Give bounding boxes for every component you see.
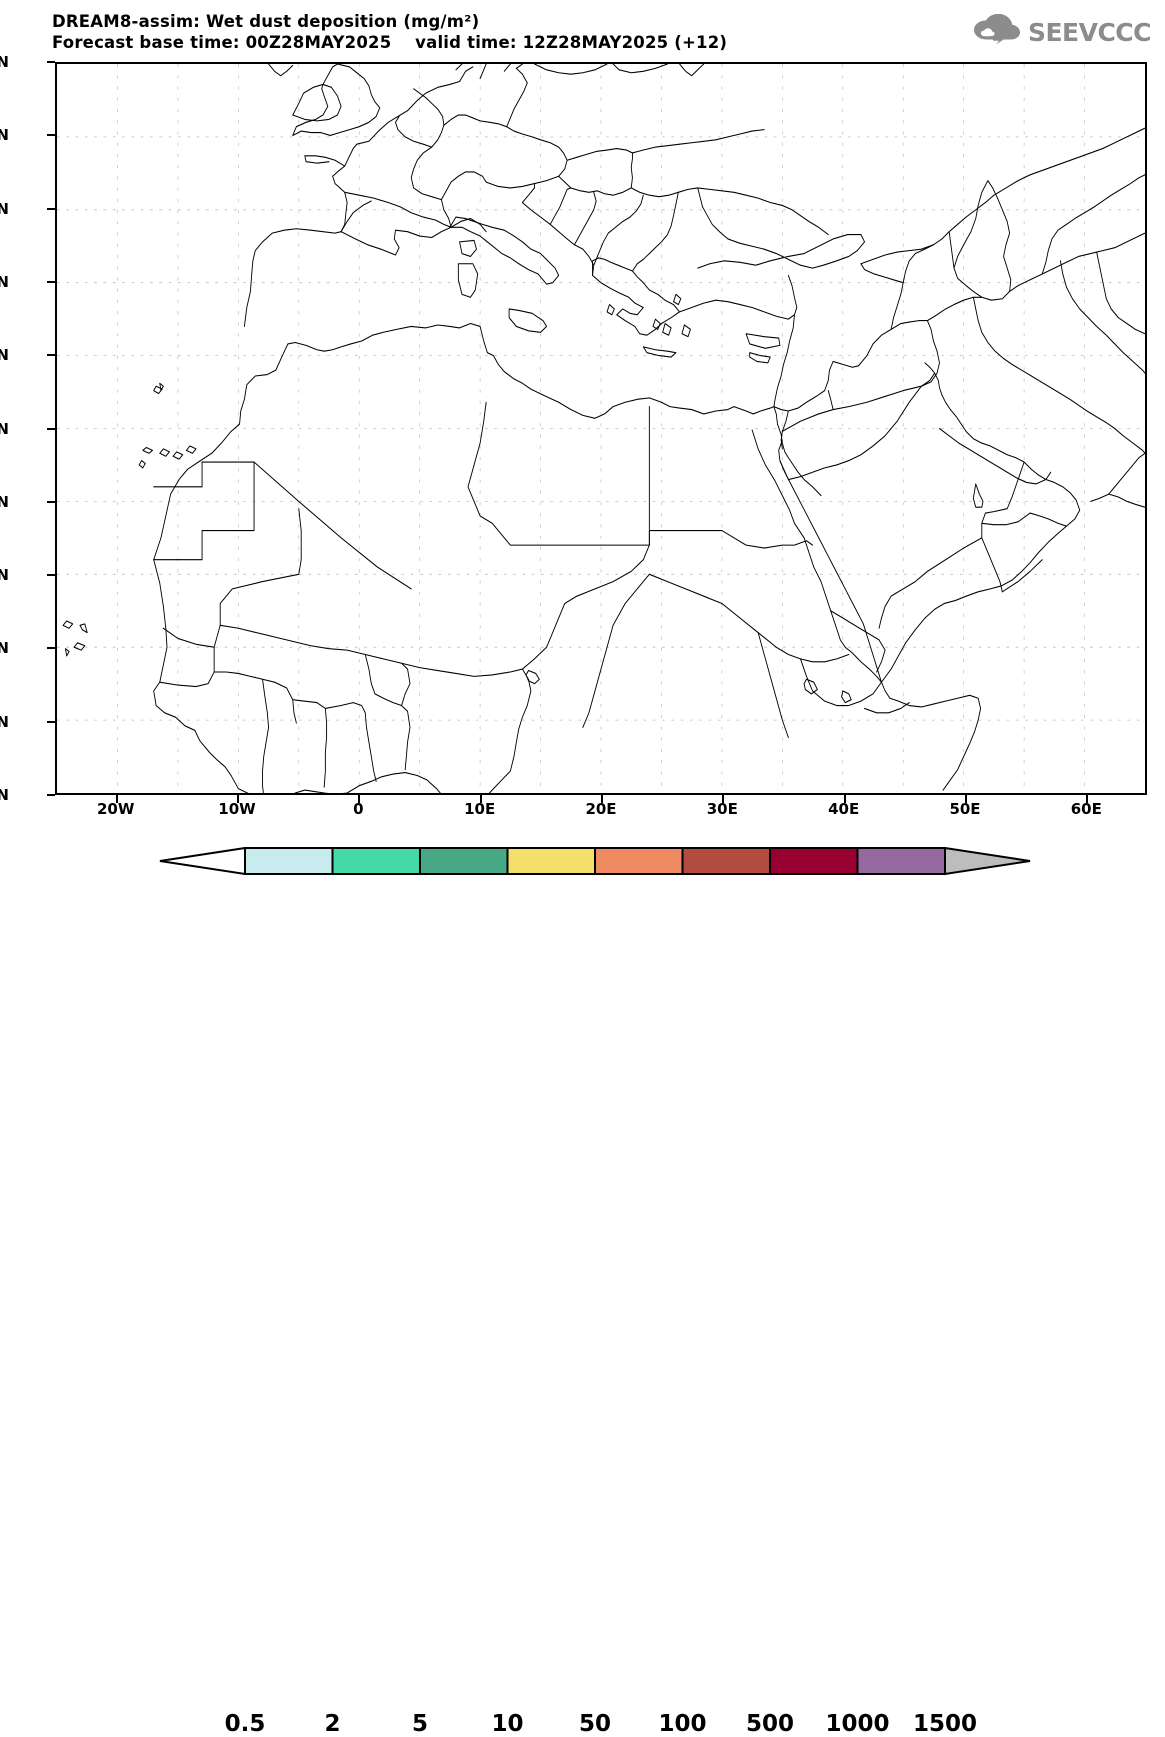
colorbar-segment	[419, 847, 509, 875]
y-tick-label: 25N	[0, 492, 9, 511]
map-canvas	[57, 64, 1145, 793]
map-gridlines	[57, 64, 1145, 793]
colorbar-tick-label: 10	[491, 1711, 524, 1737]
colorbar-tick-label: 2	[324, 1711, 341, 1737]
y-tick-label: 10N	[0, 712, 9, 731]
colorbar-tick-label: 5	[411, 1711, 429, 1737]
colorbar-tick-label: 50	[578, 1711, 612, 1737]
x-tick-label: 20E	[585, 800, 617, 818]
header: DREAM8-assim: Wet dust deposition (mg/m²…	[0, 0, 1165, 60]
colorbar: 0.5 2 5 10 50 100 500 1000 1500	[0, 843, 1165, 1737]
colorbar-tick-label: 500	[745, 1711, 795, 1737]
x-tick-label: 20W	[96, 800, 135, 818]
colorbar-under-arrow	[159, 846, 246, 876]
forecast-time-subtitle: Forecast base time: 00Z28MAY2025 valid t…	[52, 33, 728, 52]
y-tick-label: 55N	[0, 53, 9, 71]
x-tick-label: 50E	[949, 800, 981, 818]
y-tick-label: 45N	[0, 199, 9, 218]
y-tick-label: 15N	[0, 639, 9, 658]
colorbar-over-arrow	[944, 846, 1031, 876]
logo-text: SEEVCCC	[1027, 17, 1152, 47]
colorbar-segment	[681, 847, 771, 875]
x-tick-label: 0	[353, 800, 364, 818]
colorbar-segment	[331, 847, 421, 875]
x-tick-label: 10E	[464, 800, 496, 818]
y-tick-label: 20N	[0, 566, 9, 585]
colorbar-swatches	[159, 846, 1031, 876]
y-tick-label: 40N	[0, 272, 9, 291]
x-tick-label: 10W	[218, 800, 256, 818]
cloud-wind-icon	[972, 13, 1022, 50]
x-tick-label: 60E	[1070, 800, 1102, 818]
y-tick-label: 30N	[0, 419, 9, 438]
colorbar-tick-label: 100	[658, 1711, 707, 1737]
map-plot-area	[47, 61, 1147, 803]
y-tick-label: 5N	[0, 786, 9, 804]
colorbar-tick-label: 1000	[825, 1711, 890, 1737]
colorbar-segment	[506, 847, 596, 875]
colorbar-segment	[856, 847, 946, 875]
y-tick-label: 50N	[0, 126, 9, 145]
colorbar-segment	[769, 847, 859, 875]
colorbar-tick-label: 0.5	[224, 1711, 266, 1737]
colorbar-segment	[244, 847, 334, 875]
colorbar-tick-label: 1500	[912, 1711, 978, 1737]
map-frame	[55, 62, 1147, 795]
x-tick-label: 40E	[828, 800, 860, 818]
page-title: DREAM8-assim: Wet dust deposition (mg/m²…	[52, 12, 480, 31]
y-tick-label: 35N	[0, 346, 9, 365]
map-geography	[62, 64, 1145, 793]
colorbar-segment	[594, 847, 684, 875]
seevccc-logo: SEEVCCC	[972, 13, 1152, 50]
x-tick-label: 30E	[706, 800, 738, 818]
